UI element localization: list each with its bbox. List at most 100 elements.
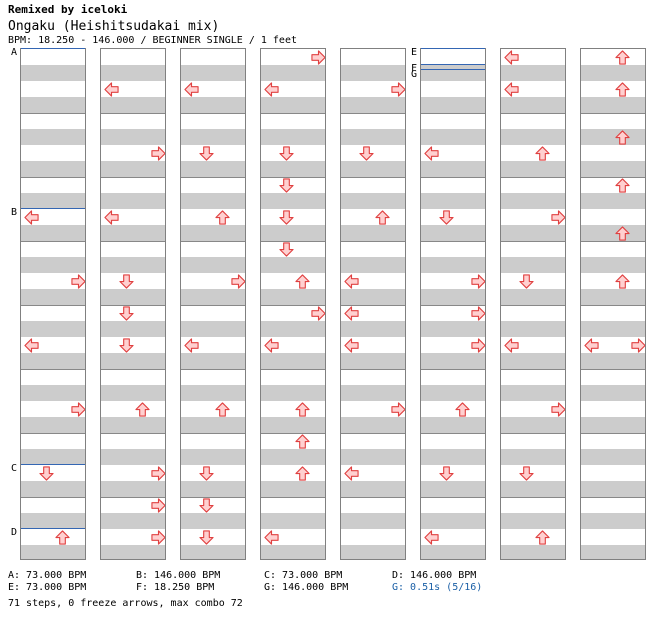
- chart-column-7: [500, 48, 566, 560]
- beat-band: [261, 161, 325, 177]
- measure-line: [421, 497, 485, 498]
- beat-band: [581, 97, 645, 113]
- measure-line: [261, 369, 325, 370]
- beat-band: [101, 353, 165, 369]
- down-arrow-icon: [439, 465, 454, 481]
- down-arrow-icon: [439, 209, 454, 225]
- beat-band: [101, 161, 165, 177]
- segment-marker-c: C: [11, 463, 18, 474]
- chart-column-1: [20, 48, 86, 560]
- beat-band: [501, 385, 565, 401]
- measure-line: [501, 369, 565, 370]
- beat-band: [21, 513, 85, 529]
- left-arrow-icon: [344, 305, 359, 321]
- remixer-credit: Remixed by iceloki: [8, 3, 128, 16]
- beat-band: [341, 513, 405, 529]
- measure-line: [581, 433, 645, 434]
- down-arrow-icon: [519, 465, 534, 481]
- bpm-c-label: C: 73.000 BPM: [264, 570, 343, 581]
- bpm-e-label: E: 73.000 BPM: [8, 582, 87, 593]
- beat-band: [421, 545, 485, 559]
- down-arrow-icon: [519, 273, 534, 289]
- beat-band: [501, 97, 565, 113]
- measure-line: [181, 433, 245, 434]
- segment-line-g: [421, 69, 485, 70]
- up-arrow-icon: [295, 273, 310, 289]
- beat-band: [581, 129, 645, 145]
- right-arrow-icon: [551, 401, 565, 417]
- beat-band: [581, 545, 645, 559]
- beat-band: [181, 417, 245, 433]
- bpm-g-label: G: 146.000 BPM: [264, 582, 349, 593]
- down-arrow-icon: [279, 241, 294, 257]
- up-arrow-icon: [455, 401, 470, 417]
- left-arrow-icon: [264, 81, 279, 97]
- beat-band: [421, 385, 485, 401]
- right-arrow-icon: [151, 465, 165, 481]
- down-arrow-icon: [119, 337, 134, 353]
- measure-line: [101, 241, 165, 242]
- beat-band: [501, 225, 565, 241]
- beat-band: [501, 193, 565, 209]
- beat-band: [181, 321, 245, 337]
- beat-band: [341, 481, 405, 497]
- up-arrow-icon: [615, 49, 630, 65]
- left-arrow-icon: [24, 337, 39, 353]
- measure-line: [21, 113, 85, 114]
- beat-band: [341, 321, 405, 337]
- beat-band: [21, 161, 85, 177]
- chart-column-4: [260, 48, 326, 560]
- beat-band: [421, 225, 485, 241]
- down-arrow-icon: [279, 209, 294, 225]
- measure-line: [341, 241, 405, 242]
- segment-marker-f: F: [411, 63, 418, 74]
- measure-line: [421, 433, 485, 434]
- down-arrow-icon: [199, 529, 214, 545]
- beat-band: [101, 417, 165, 433]
- up-arrow-icon: [535, 145, 550, 161]
- measure-line: [101, 369, 165, 370]
- measure-line: [181, 497, 245, 498]
- left-arrow-icon: [504, 49, 519, 65]
- up-arrow-icon: [295, 401, 310, 417]
- chart-info: BPM: 18.250 - 146.000 / BEGINNER SINGLE …: [8, 35, 297, 46]
- measure-line: [421, 369, 485, 370]
- bpm-a-label: A: 73.000 BPM: [8, 570, 87, 581]
- beat-band: [261, 129, 325, 145]
- beat-band: [261, 193, 325, 209]
- beat-band: [21, 481, 85, 497]
- down-arrow-icon: [119, 305, 134, 321]
- measure-line: [421, 177, 485, 178]
- measure-line: [501, 177, 565, 178]
- measure-line: [101, 433, 165, 434]
- beat-band: [501, 129, 565, 145]
- down-arrow-icon: [359, 145, 374, 161]
- left-arrow-icon: [264, 529, 279, 545]
- beat-band: [181, 97, 245, 113]
- up-arrow-icon: [375, 209, 390, 225]
- song-title: Ongaku (Heishitsudakai mix): [8, 19, 220, 34]
- beat-band: [261, 65, 325, 81]
- beat-band: [181, 385, 245, 401]
- right-arrow-icon: [391, 401, 405, 417]
- beat-band: [181, 289, 245, 305]
- measure-line: [581, 241, 645, 242]
- beat-band: [341, 193, 405, 209]
- beat-band: [101, 129, 165, 145]
- measure-line: [181, 369, 245, 370]
- segment-marker-g: G: [411, 69, 418, 80]
- left-arrow-icon: [504, 337, 519, 353]
- measure-line: [421, 113, 485, 114]
- measure-line: [181, 241, 245, 242]
- beat-band: [421, 289, 485, 305]
- measure-line: [21, 177, 85, 178]
- measure-line: [21, 369, 85, 370]
- measure-line: [21, 497, 85, 498]
- left-arrow-icon: [104, 209, 119, 225]
- chart-column-5: [340, 48, 406, 560]
- beat-band: [341, 129, 405, 145]
- segment-line-e: [421, 48, 485, 49]
- beat-band: [21, 225, 85, 241]
- measure-line: [101, 305, 165, 306]
- right-arrow-icon: [71, 273, 85, 289]
